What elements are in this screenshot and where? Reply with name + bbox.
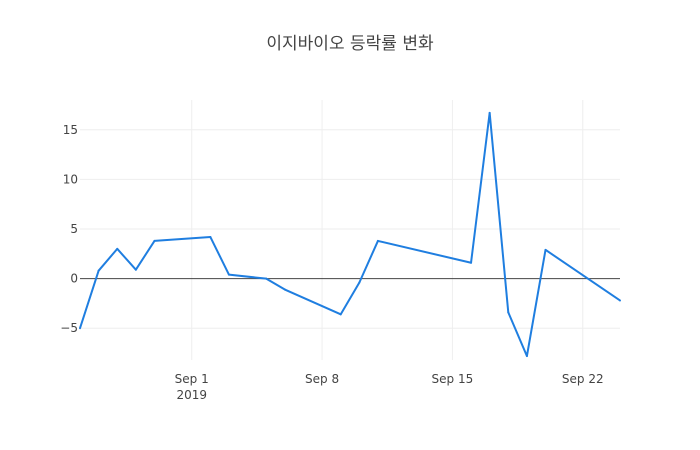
data-point[interactable] — [376, 239, 379, 242]
x-tick-label: Sep 8 — [305, 372, 339, 386]
data-point[interactable] — [507, 311, 510, 314]
data-point[interactable] — [525, 355, 528, 358]
data-point[interactable] — [358, 281, 361, 284]
x-tick-label: Sep 15 — [432, 372, 474, 386]
data-point[interactable] — [544, 248, 547, 251]
data-point[interactable] — [227, 273, 230, 276]
chart-title: 이지바이오 등락률 변화 — [266, 34, 434, 54]
x-tick-year-label: 2019 — [176, 388, 207, 402]
series-layer — [79, 111, 621, 358]
x-tick-label: Sep 1 — [175, 372, 209, 386]
y-tick-label: 5 — [70, 222, 78, 236]
data-point[interactable] — [339, 313, 342, 316]
y-tick-label: 0 — [70, 272, 78, 286]
data-point[interactable] — [79, 327, 81, 330]
data-point[interactable] — [116, 247, 119, 250]
y-axis-ticks: −5 0 5 10 15 — [60, 123, 78, 335]
data-point[interactable] — [283, 288, 286, 291]
gridlines — [80, 100, 620, 360]
data-point[interactable] — [134, 268, 137, 271]
data-point[interactable] — [619, 299, 621, 302]
data-point[interactable] — [153, 239, 156, 242]
y-tick-label: 15 — [63, 123, 78, 137]
data-point[interactable] — [209, 235, 212, 238]
x-tick-label: Sep 22 — [562, 372, 604, 386]
data-point[interactable] — [97, 269, 100, 272]
series-line — [79, 111, 621, 358]
data-point[interactable] — [265, 277, 268, 280]
data-point[interactable] — [470, 261, 473, 264]
y-tick-label: −5 — [60, 321, 78, 335]
data-point[interactable] — [488, 111, 491, 114]
x-axis-ticks: Sep 1 2019 Sep 8 Sep 15 Sep 22 — [175, 372, 604, 402]
y-tick-label: 10 — [63, 172, 78, 186]
